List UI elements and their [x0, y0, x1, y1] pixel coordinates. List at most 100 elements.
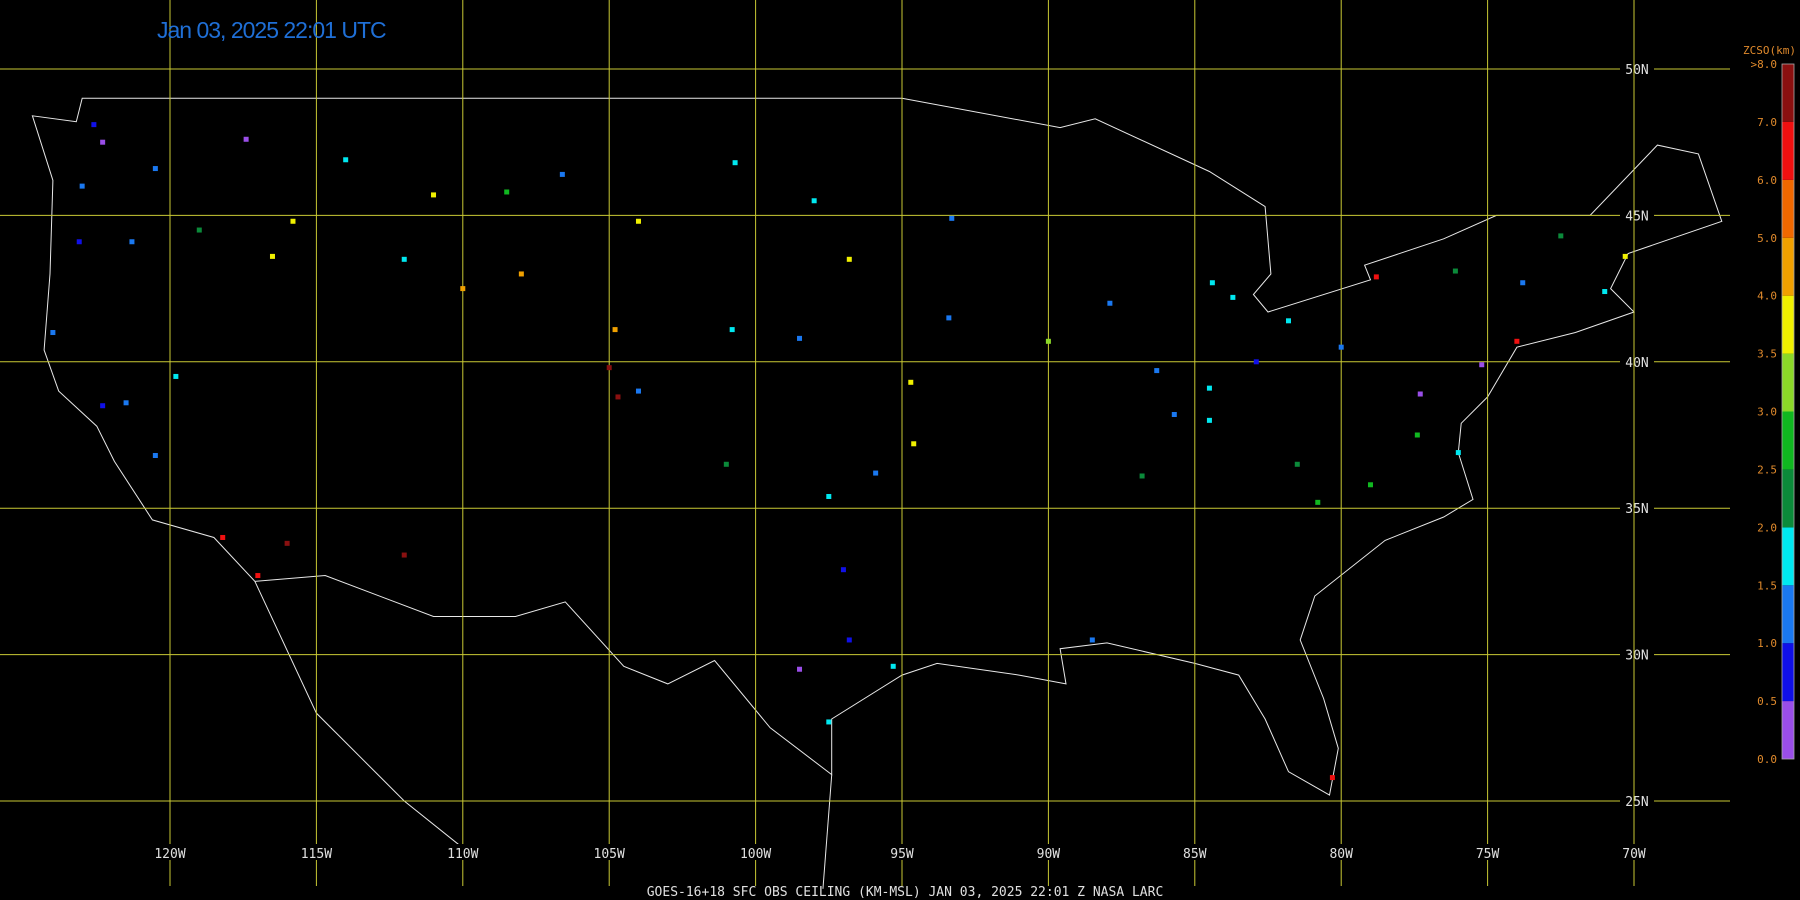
- lon-label: 100W: [740, 847, 771, 862]
- station: [243, 136, 249, 142]
- station: [797, 666, 803, 672]
- lat-label: 25N: [1625, 795, 1648, 810]
- station: [612, 327, 618, 333]
- lon-label: 70W: [1622, 847, 1646, 862]
- colorbar-label: 2.5: [1757, 463, 1777, 476]
- station: [1089, 637, 1095, 643]
- station: [518, 271, 524, 277]
- label-bg: [733, 844, 778, 860]
- station: [79, 183, 85, 189]
- label-bg: [294, 844, 339, 860]
- label-bg: [1172, 844, 1217, 860]
- footer: GOES-16+18 SFC OBS CEILING (KM-MSL) JAN …: [647, 885, 1164, 900]
- station: [269, 253, 275, 259]
- station: [1622, 253, 1628, 259]
- station: [1139, 473, 1145, 479]
- graticule: 50N 45N 40N 35N 30N 25N 120W 115W 110W 105W 100W 95…: [0, 0, 1730, 886]
- lon-label: 75W: [1476, 847, 1500, 862]
- colorbar-label: 7.0: [1757, 116, 1777, 129]
- station: [100, 403, 106, 409]
- station: [846, 637, 852, 643]
- colorbar-label: 4.0: [1757, 290, 1777, 303]
- colorbar-title: ZCSO(km): [1743, 44, 1796, 57]
- lat-label: 50N: [1625, 63, 1648, 78]
- colorbar-label: 1.5: [1757, 579, 1777, 592]
- station: [635, 388, 641, 394]
- station: [840, 567, 846, 573]
- station: [811, 198, 817, 204]
- lon-label: 85W: [1183, 847, 1207, 862]
- station: [946, 315, 952, 321]
- station: [1045, 338, 1051, 344]
- station: [1209, 280, 1215, 286]
- station: [284, 540, 290, 546]
- station: [1253, 359, 1259, 365]
- colorbar-label: 0.0: [1757, 753, 1777, 766]
- colorbar-band: [1782, 411, 1794, 470]
- lon-label: 110W: [447, 847, 478, 862]
- station: [1154, 368, 1160, 374]
- station: [635, 218, 641, 224]
- station: [1329, 775, 1335, 781]
- label-bg: [1620, 646, 1654, 663]
- station: [1414, 432, 1420, 438]
- station: [890, 663, 896, 669]
- station: [1285, 318, 1291, 324]
- station: [826, 493, 832, 499]
- label-bg: [1465, 844, 1510, 860]
- station: [220, 534, 226, 540]
- station: [908, 379, 914, 385]
- colorbar-band: [1782, 585, 1794, 644]
- station: [50, 330, 56, 336]
- station: [1520, 280, 1526, 286]
- colorbar-label: 2.0: [1757, 521, 1777, 534]
- lat-label: 30N: [1625, 649, 1648, 664]
- station: [504, 189, 510, 195]
- station: [152, 452, 158, 458]
- station: [729, 327, 735, 333]
- colorbar-label: 5.0: [1757, 232, 1777, 245]
- border: [254, 581, 478, 860]
- label-bg: [1026, 844, 1071, 860]
- station: [1514, 338, 1520, 344]
- label-bg: [1319, 844, 1364, 860]
- label-bg: [1620, 500, 1654, 517]
- label-bg: [587, 844, 632, 860]
- colorbar-band: [1782, 121, 1794, 180]
- station: [1373, 274, 1379, 280]
- station: [615, 394, 621, 400]
- station: [559, 171, 565, 177]
- colorbar-label: 1.0: [1757, 637, 1777, 650]
- station: [1452, 268, 1458, 274]
- station: [1206, 385, 1212, 391]
- colorbar-band: [1782, 643, 1794, 702]
- colorbar-label: 6.0: [1757, 174, 1777, 187]
- coastline: [31, 97, 1723, 796]
- station: [1417, 391, 1423, 397]
- station: [911, 441, 917, 447]
- station: [826, 719, 832, 725]
- station: [846, 256, 852, 262]
- lat-label: 45N: [1625, 209, 1648, 224]
- lat-label: 35N: [1625, 502, 1648, 517]
- colorbar-band: [1782, 353, 1794, 412]
- station: [1558, 233, 1564, 239]
- station: [1315, 499, 1321, 505]
- label-bg: [148, 844, 192, 860]
- colorbar-band: [1782, 64, 1794, 122]
- label-bg: [1620, 61, 1654, 77]
- station: [1602, 289, 1608, 295]
- label-bg: [1620, 207, 1654, 224]
- station: [152, 166, 158, 172]
- station: [1367, 482, 1373, 488]
- station: [460, 286, 466, 292]
- station: [606, 365, 612, 371]
- label-bg: [1620, 353, 1654, 370]
- colorbar-label: 3.0: [1757, 406, 1777, 419]
- station: [431, 192, 437, 198]
- station: [1294, 461, 1300, 467]
- label-bg: [1612, 844, 1656, 860]
- border: [822, 774, 833, 889]
